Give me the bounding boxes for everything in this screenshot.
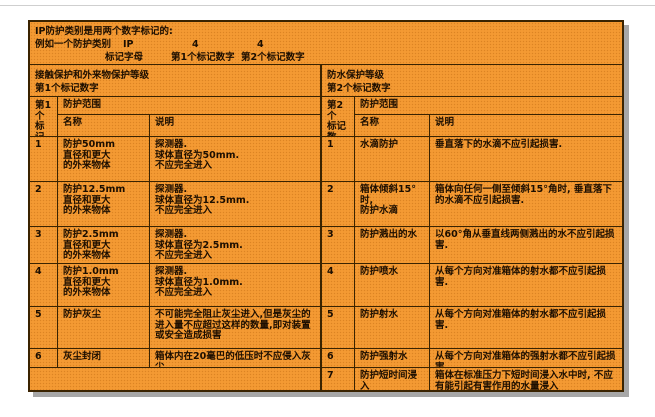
intro-line-1: IP防护类别是用两个数字标记的: bbox=[35, 26, 173, 37]
table-row-digit: 5 bbox=[322, 307, 355, 349]
water-section-title: 防水保护等级 bbox=[327, 70, 385, 81]
table-row-desc: 箱体在标准压力下短时间浸入水中时, 不应有能引起有害作用的水量浸入 bbox=[435, 370, 613, 390]
intro-first-digit: 4 bbox=[192, 39, 199, 50]
intro-second-digit: 4 bbox=[257, 39, 264, 50]
intro-second-digit-label: 第2个标记数字 bbox=[241, 52, 305, 63]
contact-name-header: 名称 bbox=[58, 115, 150, 137]
table-row-name: 灰尘封闭 bbox=[58, 349, 150, 368]
table-row-desc: 从每个方向对准箱体的强射水都不应引起损害. bbox=[430, 349, 622, 368]
table-row-name: 防护12.5mm 直径和更大 的外来物体 bbox=[58, 182, 150, 227]
contact-digit-column-header: 第1个 标记 数字 bbox=[30, 97, 58, 137]
contact-desc-header: 说明 bbox=[150, 115, 320, 137]
table-row-name: 防护2.5mm 直径和更大 的外来物体 bbox=[58, 227, 150, 264]
table-row-desc: 探测器. 球体直径为1.0mm. 不应完全进入 bbox=[150, 264, 320, 307]
page-top-divider bbox=[0, 5, 655, 6]
intro-example-label: 例如一个防护类别 bbox=[35, 39, 112, 50]
table-row-digit: 4 bbox=[30, 264, 58, 307]
table-row-name: 箱体倾斜15°时, 防护水滴 bbox=[355, 182, 430, 227]
table-row-name: 防护1.0mm 直径和更大 的外来物体 bbox=[58, 264, 150, 307]
table-row-desc: 探测器. 球体直径为50mm. 不应完全进入 bbox=[150, 137, 320, 182]
table-row-digit: 7 bbox=[322, 368, 355, 390]
table-row-name: 防护强射水 bbox=[355, 349, 430, 368]
intro-block: IP防护类别是用两个数字标记的: 例如一个防护类别 IP 4 4 标记字母 第1… bbox=[30, 22, 622, 65]
table-row-digit: 1 bbox=[322, 137, 355, 182]
table-row-digit: 3 bbox=[30, 227, 58, 264]
table-row-digit: 2 bbox=[322, 182, 355, 227]
contact-empty-row bbox=[30, 368, 320, 390]
water-digit-column-header: 第2个 标记数 字 bbox=[322, 97, 355, 137]
table-row-name: 防护50mm 直径和更大 的外来物体 bbox=[58, 137, 150, 182]
ip-rating-table: IP防护类别是用两个数字标记的: 例如一个防护类别 IP 4 4 标记字母 第1… bbox=[28, 20, 624, 392]
table-row-desc: 探测器. 球体直径为2.5mm. 不应完全进入 bbox=[150, 227, 320, 264]
table-body: 接触保护和外来物保护等级 第1个标记数字 第1个 标记 数字 防护范围 名称 说… bbox=[30, 65, 622, 390]
table-row-name: 防护短时间浸入 水中 bbox=[355, 368, 430, 390]
table-row-name: 防护溅出的水 bbox=[355, 227, 430, 264]
contact-table-grid: 第1个 标记 数字 防护范围 名称 说明 1 防护50mm 直径和更大 的外来物… bbox=[30, 97, 320, 390]
table-row-digit: 6 bbox=[30, 349, 58, 368]
table-row-digit: 1 bbox=[30, 137, 58, 182]
table-row-digit: 2 bbox=[30, 182, 58, 227]
table-row-digit: 3 bbox=[322, 227, 355, 264]
water-name-header: 名称 bbox=[355, 115, 430, 137]
table-row-desc: 箱体向任何一侧至倾斜15°角时, 垂直落下的水滴不应引起损害. bbox=[430, 182, 622, 227]
contact-section-subtitle: 第1个标记数字 bbox=[35, 83, 99, 94]
water-range-header: 防护范围 bbox=[355, 97, 622, 115]
intro-first-digit-label: 第1个标记数字 bbox=[171, 52, 235, 63]
contact-section-header: 接触保护和外来物保护等级 第1个标记数字 bbox=[30, 65, 320, 97]
table-row-desc: 垂直落下的水滴不应引起损害. bbox=[430, 137, 622, 182]
table-row-name: 防护喷水 bbox=[355, 264, 430, 307]
table-row-name: 防护射水 bbox=[355, 307, 430, 349]
water-table-grid: 第2个 标记数 字 防护范围 名称 说明 1 水滴防护 垂直落下的水滴不应引起损… bbox=[322, 97, 622, 390]
table-row-digit: 4 bbox=[322, 264, 355, 307]
table-row-digit: 5 bbox=[30, 307, 58, 349]
water-protection-pane: 防水保护等级 第2个标记数字 第2个 标记数 字 防护范围 名称 说明 1 水滴… bbox=[322, 65, 622, 390]
contact-section-title: 接触保护和外来物保护等级 bbox=[35, 70, 150, 81]
table-row-desc: 箱体内在20毫巴的低压时不应侵入灰尘 bbox=[150, 349, 320, 368]
table-row-desc: 探测器. 球体直径为12.5mm. 不应完全进入 bbox=[150, 182, 320, 227]
water-desc-header: 说明 bbox=[430, 115, 622, 137]
table-row-desc: 不可能完全阻止灰尘进入,但是灰尘的进入量不应超过这样的数量,即对装置或安全造成损… bbox=[150, 307, 320, 349]
table-row-desc: 从每个方向对准箱体的射水都不应引起损害. bbox=[430, 264, 622, 307]
table-row-desc: 从每个方向对准箱体的射水都不应引起损害. bbox=[430, 307, 622, 349]
water-section-header: 防水保护等级 第2个标记数字 bbox=[322, 65, 622, 97]
table-row-name: 防护灰尘 bbox=[58, 307, 150, 349]
contact-range-header: 防护范围 bbox=[58, 97, 320, 115]
table-row-name: 水滴防护 bbox=[355, 137, 430, 182]
intro-letter-label: 标记字母 bbox=[105, 52, 144, 63]
water-section-subtitle: 第2个标记数字 bbox=[327, 83, 391, 94]
table-row-desc: 以60°角从垂直线两侧溅出的水不应引起损害. bbox=[430, 227, 622, 264]
intro-code-letter: IP bbox=[123, 39, 134, 50]
table-row-digit: 6 bbox=[322, 349, 355, 368]
contact-protection-pane: 接触保护和外来物保护等级 第1个标记数字 第1个 标记 数字 防护范围 名称 说… bbox=[30, 65, 322, 390]
